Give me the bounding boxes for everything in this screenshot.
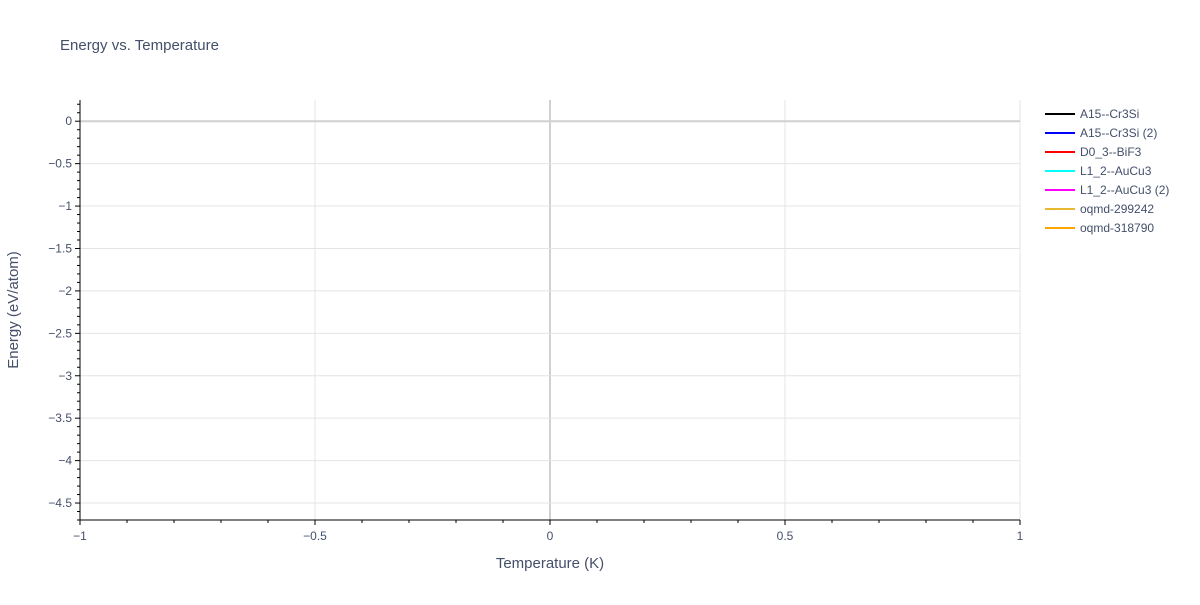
- y-tick-label: −0.5: [48, 157, 72, 171]
- y-tick-label: −3: [58, 369, 72, 383]
- legend-label: A15--Cr3Si: [1080, 107, 1139, 121]
- legend-item[interactable]: A15--Cr3Si: [1045, 107, 1139, 121]
- y-tick-label: −1.5: [48, 241, 72, 255]
- x-tick-label: 1: [1017, 529, 1024, 543]
- chart-title: Energy vs. Temperature: [60, 37, 219, 54]
- legend-label: A15--Cr3Si (2): [1080, 126, 1157, 140]
- gridlines: [79, 100, 1021, 520]
- y-tick-label: −2: [58, 284, 72, 298]
- x-axis-label: Temperature (K): [496, 555, 604, 572]
- x-tick-label: 0.5: [777, 529, 794, 543]
- legend-item[interactable]: D0_3--BiF3: [1045, 145, 1142, 159]
- legend-item[interactable]: oqmd-318790: [1045, 221, 1154, 235]
- y-tick-label: −4: [58, 454, 72, 468]
- y-tick-label: −4.5: [48, 496, 72, 510]
- legend-label: L1_2--AuCu3: [1080, 164, 1152, 178]
- legend-label: D0_3--BiF3: [1080, 145, 1142, 159]
- legend-item[interactable]: A15--Cr3Si (2): [1045, 126, 1157, 140]
- x-tick-label: −1: [73, 529, 87, 543]
- legend[interactable]: A15--Cr3Si A15--Cr3Si (2) D0_3--BiF3 L1_2--…: [1045, 107, 1169, 235]
- legend-label: oqmd-318790: [1080, 221, 1154, 235]
- y-tick-label: −1: [58, 199, 72, 213]
- legend-label: L1_2--AuCu3 (2): [1080, 183, 1169, 197]
- y-tick-label: 0: [65, 114, 72, 128]
- legend-item[interactable]: L1_2--AuCu3 (2): [1045, 183, 1169, 197]
- y-tick-label: −2.5: [48, 326, 72, 340]
- legend-item[interactable]: L1_2--AuCu3: [1045, 164, 1152, 178]
- y-tick-label: −3.5: [48, 411, 72, 425]
- legend-item[interactable]: oqmd-299242: [1045, 202, 1154, 216]
- y-axis-label: Energy (eV/atom): [5, 251, 22, 369]
- axes: −1 −0.5 0 0.5 1 0 −0.5 −1 −1.5 −2 −2.5 −3 −3.5 −4 −4.5: [48, 100, 1024, 543]
- x-tick-label: 0: [547, 529, 554, 543]
- legend-label: oqmd-299242: [1080, 202, 1154, 216]
- x-tick-label: −0.5: [303, 529, 327, 543]
